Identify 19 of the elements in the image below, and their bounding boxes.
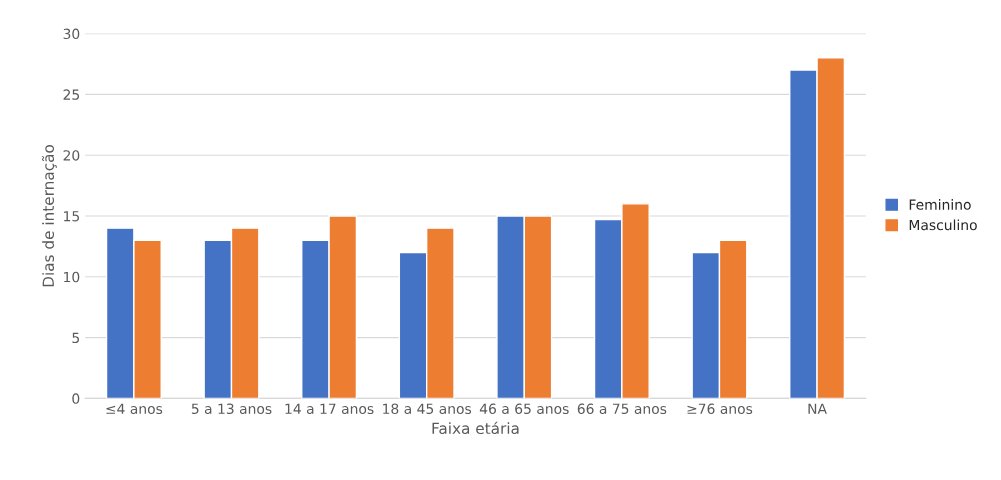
x-tick-label: 18 a 45 anos: [383, 403, 472, 415]
legend-label: Masculino: [909, 219, 977, 231]
y-axis-title: Dias de internação: [41, 145, 57, 287]
x-tick-label: 5 a 13 anos: [191, 403, 272, 415]
x-tick-label: 46 a 65 anos: [479, 403, 569, 415]
y-tick-label: 25: [63, 89, 80, 100]
y-tick-label: 0: [72, 393, 80, 404]
y-tick-label: 10: [64, 271, 80, 283]
x-tick-label: ≤4 anos: [106, 403, 163, 415]
x-tick-label: 14 a 17 anos: [285, 403, 374, 415]
y-tick-label: 30: [63, 28, 80, 40]
x-axis-title: Faixa etária: [432, 421, 519, 435]
x-tick-label: ≥76 anos: [687, 403, 753, 415]
y-tick-label: 20: [63, 150, 80, 161]
y-tick-label: 5: [72, 332, 80, 344]
x-tick-label: NA: [808, 403, 827, 414]
legend-label: Feminino: [909, 199, 971, 210]
y-tick-label: 15: [64, 211, 80, 222]
x-tick-label: 66 a 75 anos: [577, 403, 667, 415]
